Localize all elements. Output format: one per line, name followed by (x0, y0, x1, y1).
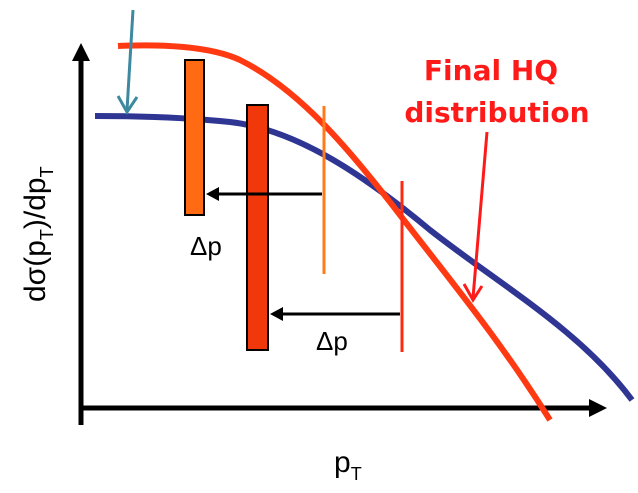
y-axis-label-prefix: dσ(p (19, 240, 52, 302)
delta-p-large-label: Δp (316, 326, 348, 356)
x-axis-label: pT (334, 446, 362, 484)
x-axis-label-main: p (334, 446, 351, 479)
y-axis-label-sub2: T (37, 166, 57, 177)
y-axis-label-mid: )/dp (19, 177, 52, 229)
teal-arrow (125, 9, 135, 111)
x-axis-label-sub: T (351, 464, 362, 484)
red-final-curve (117, 42, 553, 422)
teal-arrow-head-icon (116, 95, 139, 115)
final-pointer-arrow (471, 131, 489, 299)
shift-arrow-small-head-icon (206, 187, 219, 201)
red-shifted-bar (246, 104, 269, 351)
shift-arrow-large-head-icon (270, 307, 283, 321)
final-hq-label-line2: distribution (404, 96, 589, 129)
final-hq-label-line1: Final HQ (424, 54, 558, 87)
y-axis-label: dσ(pT)/dpT (19, 166, 57, 302)
blue-initial-curve (94, 113, 635, 402)
y-axis-label-sub1: T (37, 229, 57, 240)
final-pointer-arrow-head-icon (462, 283, 484, 303)
orange-shifted-bar (184, 59, 205, 216)
delta-p-small-label: Δp (190, 231, 222, 261)
